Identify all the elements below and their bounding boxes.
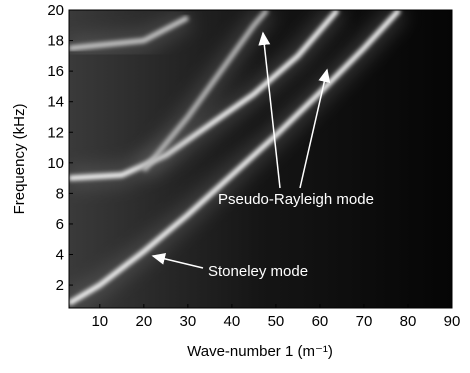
x-axis-label: Wave-number 1 (m⁻¹): [187, 343, 333, 360]
arrow: [258, 31, 281, 189]
y-tick-label: 8: [56, 185, 64, 202]
x-tick-label: 20: [135, 313, 152, 330]
x-tick-label: 60: [312, 313, 329, 330]
x-tick-label: 80: [400, 313, 417, 330]
y-tick-label: 6: [56, 216, 64, 233]
y-tick-label: 2: [56, 277, 64, 294]
y-tick-label: 18: [47, 33, 64, 50]
y-tick-label: 10: [47, 155, 64, 172]
mode-curve: [141, 10, 269, 173]
x-tick-label: 30: [180, 313, 197, 330]
y-axis-label: Frequency (kHz): [11, 104, 28, 215]
x-tick-label: 70: [356, 313, 373, 330]
y-tick-label: 12: [47, 124, 64, 141]
arrow: [299, 68, 331, 189]
y-tick-label: 14: [47, 94, 64, 111]
x-tick-label: 10: [91, 313, 108, 330]
x-tick-label: 50: [268, 313, 285, 330]
mode-curve: [69, 15, 190, 51]
plot-frame: [68, 9, 453, 309]
arrow: [151, 252, 204, 269]
annotation: Pseudo-Rayleigh mode: [218, 191, 374, 208]
curves: [69, 10, 408, 308]
x-tick-label: 40: [224, 313, 241, 330]
y-tick-label: 4: [56, 247, 64, 264]
mode-curve: [69, 10, 402, 306]
y-tick-label: 16: [47, 63, 64, 80]
x-tick-label: 90: [444, 313, 461, 330]
y-tick-label: 20: [47, 2, 64, 19]
annotation: Stoneley mode: [208, 263, 308, 280]
mode-curve: [69, 10, 340, 181]
